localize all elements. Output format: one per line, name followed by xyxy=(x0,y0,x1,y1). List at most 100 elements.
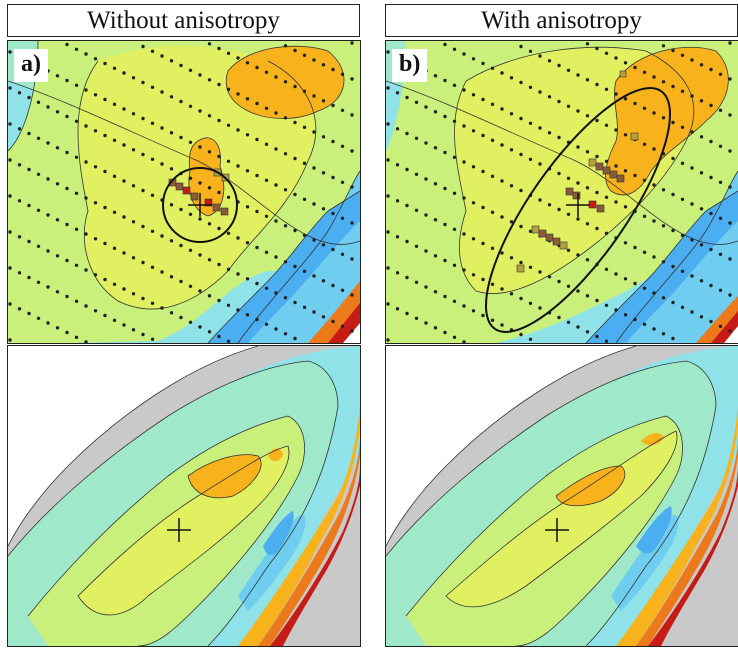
track-dot xyxy=(604,51,609,55)
track-dot xyxy=(150,121,155,126)
track-dot xyxy=(709,319,713,324)
track-dot xyxy=(614,128,618,132)
track-dot xyxy=(519,44,523,49)
track-dot xyxy=(462,124,466,128)
track-dot xyxy=(150,85,155,89)
track-dot xyxy=(17,271,22,275)
track-dot xyxy=(93,93,98,97)
track-dot xyxy=(728,329,732,333)
track-dot xyxy=(179,135,183,140)
track-dot xyxy=(84,52,88,56)
track-dot xyxy=(103,205,107,210)
track-dot xyxy=(633,173,637,178)
track-dot xyxy=(74,263,79,267)
track-dot xyxy=(566,176,571,180)
track-dot xyxy=(528,229,533,233)
track-dot xyxy=(433,110,438,114)
track-dot xyxy=(490,66,495,70)
track-dot xyxy=(405,311,409,316)
track-dot xyxy=(642,214,647,218)
track-dot xyxy=(585,42,590,46)
right-top-map: b) xyxy=(385,40,738,344)
track-dot xyxy=(595,118,599,123)
track-dot xyxy=(500,71,504,75)
track-dot xyxy=(8,122,12,126)
track-dot xyxy=(405,95,409,100)
track-dot xyxy=(443,294,447,299)
track-dot xyxy=(331,139,335,144)
track-dot xyxy=(623,133,628,137)
track-dot xyxy=(207,114,212,118)
track-dot xyxy=(65,186,69,191)
track-dot xyxy=(74,83,79,87)
track-dot xyxy=(718,180,723,184)
track-dot xyxy=(566,212,571,216)
track-dot xyxy=(680,197,685,201)
track-dot xyxy=(490,102,495,106)
search-neighborhood-circle xyxy=(162,167,238,243)
track-dot xyxy=(566,284,571,288)
track-dot xyxy=(709,67,713,72)
track-dot xyxy=(471,57,476,61)
track-dot xyxy=(481,241,485,246)
track-dot xyxy=(424,105,428,109)
track-dot xyxy=(699,135,704,139)
track-dot xyxy=(321,99,326,103)
track-dot xyxy=(452,299,457,303)
track-dot xyxy=(207,222,212,226)
track-dot xyxy=(150,301,155,305)
track-dot xyxy=(452,335,457,339)
track-dot xyxy=(709,139,713,144)
track-dot xyxy=(112,174,117,178)
track-dot xyxy=(433,182,438,186)
track-dot xyxy=(509,292,514,296)
track-dot xyxy=(557,171,561,176)
sample-squares xyxy=(516,70,639,273)
track-dot xyxy=(274,255,278,259)
track-dot xyxy=(236,92,240,96)
track-dot xyxy=(633,281,637,286)
track-dot xyxy=(538,198,542,202)
track-dot xyxy=(255,65,259,70)
track-dot xyxy=(680,53,685,57)
track-dot xyxy=(433,254,438,258)
track-dot xyxy=(302,305,307,309)
track-dot xyxy=(65,42,69,47)
track-dot xyxy=(671,336,675,341)
track-dot xyxy=(350,77,354,81)
track-dot xyxy=(122,107,126,111)
track-dot xyxy=(443,42,447,47)
track-dot xyxy=(217,82,221,87)
track-dot xyxy=(321,171,326,175)
track-dot xyxy=(198,325,202,329)
track-dot xyxy=(500,215,504,219)
track-dot xyxy=(623,313,628,317)
track-dot xyxy=(433,218,438,222)
track-dot xyxy=(302,161,307,165)
track-dot xyxy=(690,310,694,314)
right-top-contour xyxy=(386,41,738,343)
track-dot xyxy=(471,309,476,313)
track-dot xyxy=(671,120,675,125)
track-dot xyxy=(150,337,155,341)
track-dot xyxy=(255,281,259,286)
track-dot xyxy=(255,173,259,178)
track-dot xyxy=(623,205,628,209)
track-dot xyxy=(122,143,126,147)
track-dot xyxy=(160,234,164,238)
track-dot xyxy=(302,233,307,237)
track-dot xyxy=(604,87,609,91)
track-dot xyxy=(718,144,723,148)
track-dot xyxy=(471,165,476,169)
track-dot xyxy=(74,119,79,124)
track-dot xyxy=(614,164,618,168)
track-dot xyxy=(481,205,485,210)
track-dot xyxy=(471,201,476,205)
track-dot xyxy=(264,142,269,146)
track-dot xyxy=(55,182,60,186)
track-dot xyxy=(728,221,732,225)
track-dot xyxy=(566,68,571,72)
track-dot xyxy=(699,279,704,283)
track-dot xyxy=(264,106,269,111)
track-dot xyxy=(718,72,723,76)
